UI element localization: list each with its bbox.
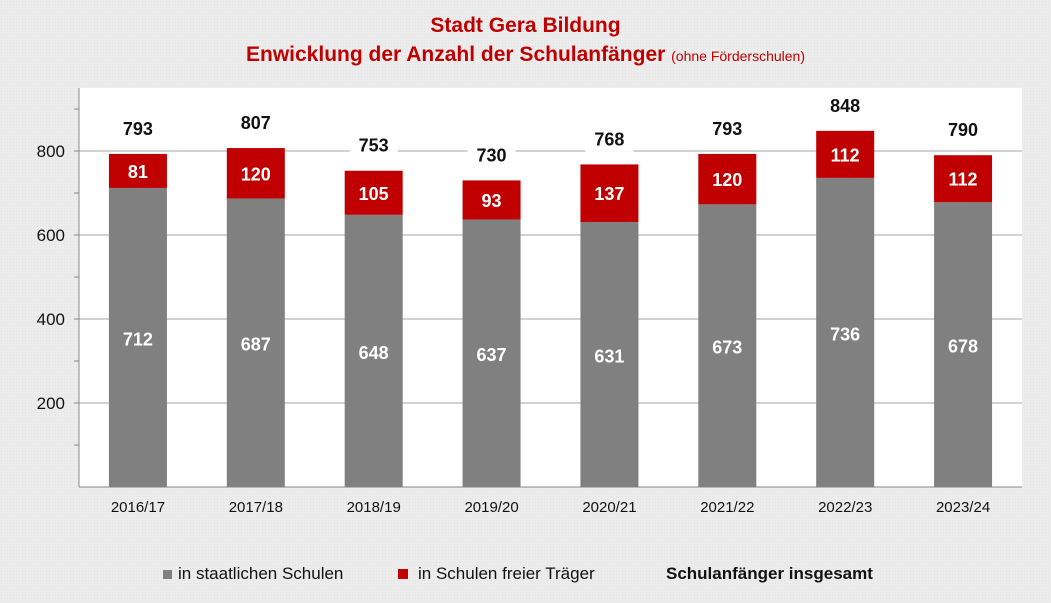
bar-frei — [462, 180, 521, 220]
bar-staatlich — [698, 204, 757, 487]
data-label-staatlich: 687 — [241, 335, 271, 355]
legend-label: in staatlichen Schulen — [178, 564, 344, 583]
data-label-staatlich: 712 — [123, 329, 153, 349]
x-tick-label: 2020/21 — [582, 499, 636, 516]
data-label-staatlich: 736 — [830, 324, 860, 344]
x-tick-label: 2016/17 — [111, 499, 165, 516]
bar-frei — [698, 153, 757, 205]
y-tick-label: 600 — [37, 226, 65, 245]
data-label-frei: 93 — [482, 191, 502, 211]
bar-frei — [934, 155, 993, 203]
total-label: 790 — [948, 120, 978, 140]
x-tick-label: 2023/24 — [936, 499, 990, 516]
total-label-bg — [349, 133, 398, 158]
data-label-staatlich: 673 — [712, 338, 742, 358]
bar-frei — [108, 153, 167, 188]
total-label-bg — [939, 118, 988, 143]
bar-staatlich — [108, 187, 167, 487]
legend-item-total: Schulanfänger insgesamt — [666, 564, 873, 584]
legend-item-staatlich: in staatlichen Schulen — [163, 564, 343, 584]
bar-staatlich — [344, 214, 403, 487]
bar-frei — [580, 164, 639, 222]
data-label-frei: 112 — [949, 170, 978, 190]
y-tick-label: 200 — [37, 394, 65, 413]
bar-frei — [344, 170, 403, 215]
bar-frei — [226, 148, 285, 199]
subtitle-note: (ohne Förderschulen) — [671, 48, 805, 64]
data-label-frei: 105 — [359, 184, 389, 204]
total-label: 793 — [712, 119, 742, 139]
data-label-frei: 137 — [594, 184, 624, 204]
total-label-bg — [703, 116, 752, 141]
total-label: 848 — [830, 96, 860, 116]
data-label-staatlich: 678 — [948, 337, 978, 357]
total-label-bg — [467, 143, 516, 168]
data-label-staatlich: 631 — [594, 346, 624, 366]
legend-item-frei: in Schulen freier Träger — [314, 564, 595, 584]
x-tick-label: 2018/19 — [347, 499, 401, 516]
data-label-frei: 120 — [712, 170, 742, 190]
bar-staatlich — [934, 202, 993, 488]
x-tick-label: 2019/20 — [464, 499, 518, 516]
y-tick-label: 800 — [37, 142, 65, 161]
y-tick-label: 400 — [37, 310, 65, 329]
total-label: 730 — [477, 145, 507, 165]
subtitle-text: Enwicklung der Anzahl der Schulanfänger — [246, 43, 666, 66]
total-label: 768 — [594, 129, 624, 149]
chart-title: Stadt Gera Bildung — [430, 14, 621, 37]
legend-swatch-gray — [163, 569, 172, 579]
data-label-staatlich: 648 — [359, 343, 389, 363]
chart-subtitle: Enwicklung der Anzahl der Schulanfänger … — [0, 43, 1051, 67]
total-label-bg — [585, 127, 634, 152]
bar-staatlich — [462, 219, 521, 487]
legend-swatch-red — [398, 569, 408, 579]
bar-staatlich — [580, 221, 639, 488]
data-label-frei: 81 — [128, 162, 148, 182]
total-label-bg — [113, 116, 162, 141]
x-tick-label: 2017/18 — [229, 499, 283, 516]
data-label-frei: 120 — [241, 164, 271, 184]
data-label-staatlich: 637 — [477, 345, 507, 365]
x-tick-label: 2022/23 — [818, 499, 872, 516]
total-label: 807 — [241, 113, 271, 133]
legend-label: Schulanfänger insgesamt — [666, 564, 873, 583]
total-label: 753 — [359, 136, 389, 156]
total-label-bg — [821, 93, 870, 118]
total-label: 793 — [123, 119, 153, 139]
data-label-frei: 112 — [831, 145, 860, 165]
x-tick-label: 2021/22 — [700, 499, 754, 516]
bar-frei — [816, 130, 875, 178]
bar-staatlich — [816, 177, 875, 487]
legend-label: in Schulen freier Träger — [418, 564, 595, 583]
plot-area — [79, 88, 1022, 487]
bar-staatlich — [226, 198, 285, 487]
total-label-bg — [231, 111, 280, 136]
